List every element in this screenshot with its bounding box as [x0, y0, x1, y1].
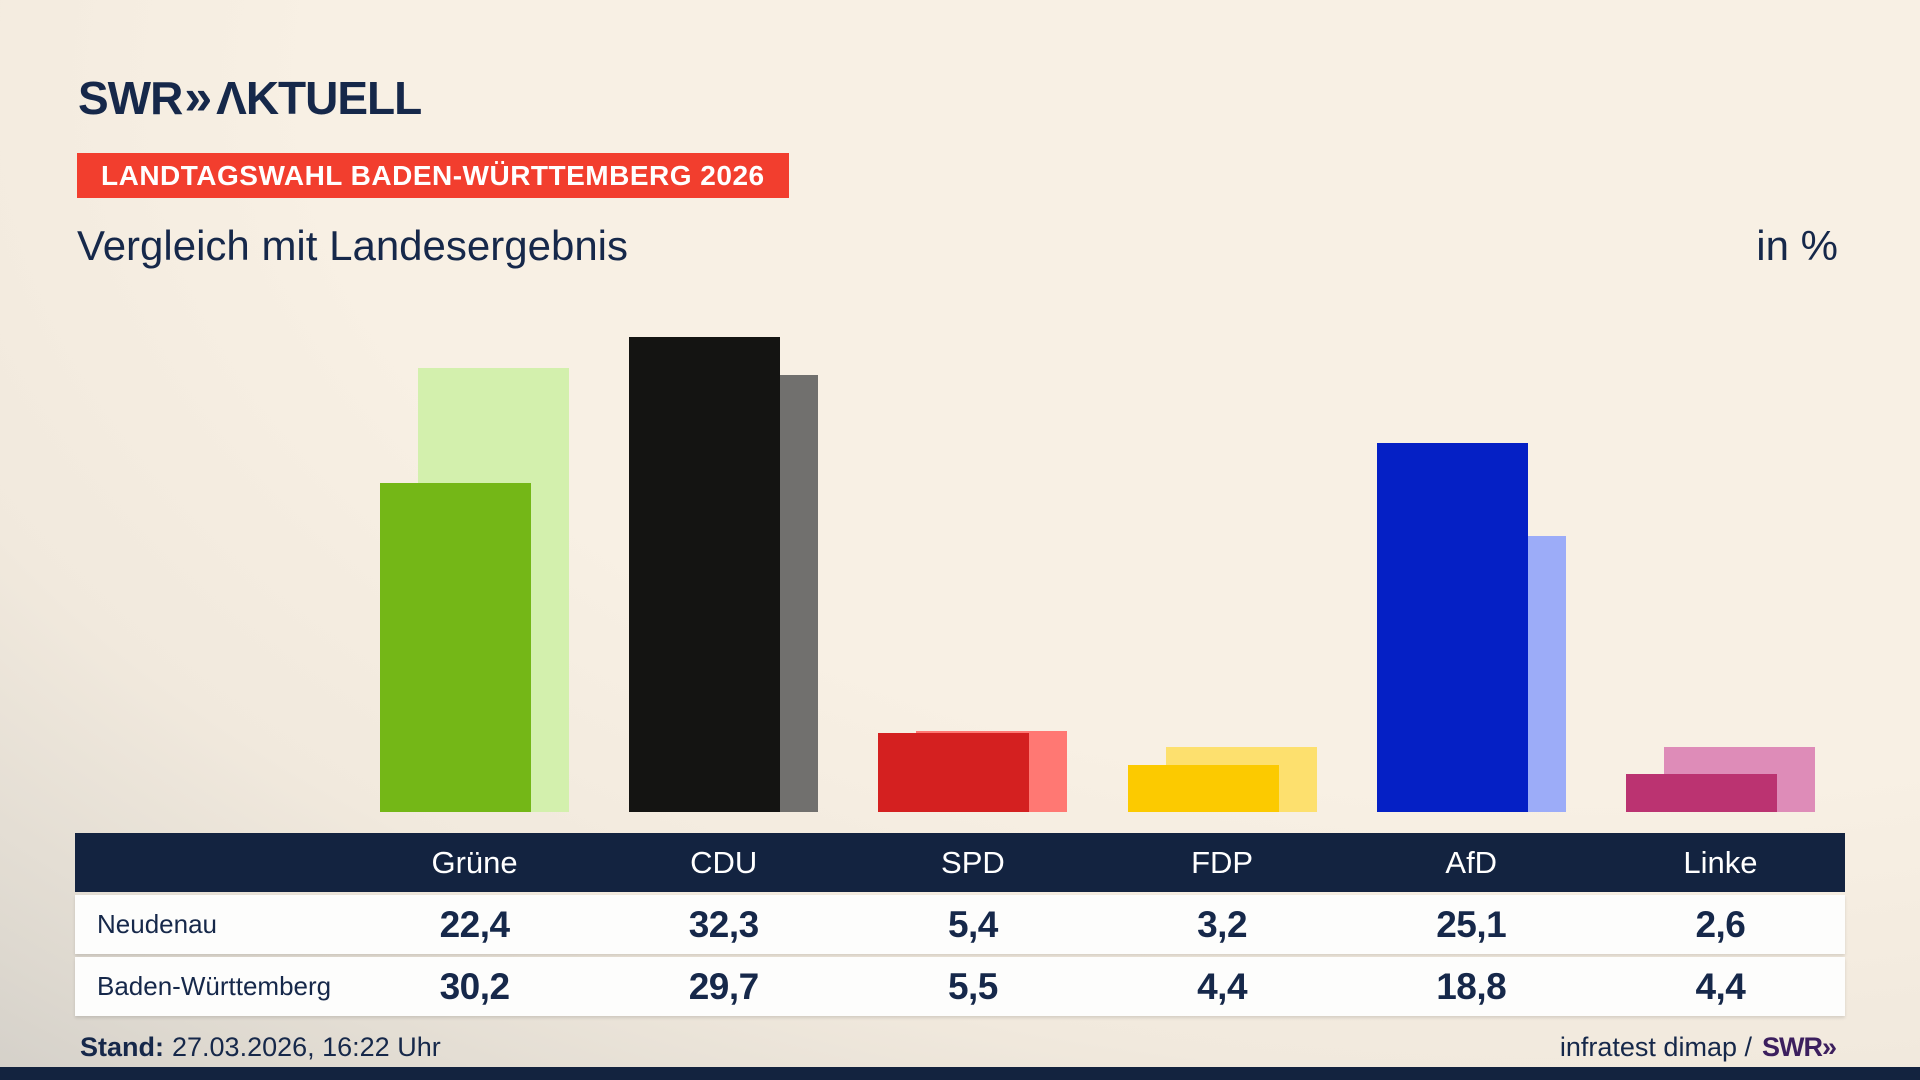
stand-label: Stand:: [80, 1032, 164, 1062]
stand-value: 27.03.2026, 16:22 Uhr: [172, 1032, 441, 1062]
column-header-gruene: Grüne: [431, 844, 518, 880]
value-baden-wuerttemberg-gruene: 30,2: [439, 965, 511, 1007]
election-badge: LANDTAGSWAHL BADEN-WÜRTTEMBERG 2026: [77, 153, 789, 198]
row-label-neudenau: Neudenau: [97, 909, 217, 939]
column-header-spd: SPD: [941, 844, 1005, 880]
column-header-afd: AfD: [1445, 844, 1498, 880]
timestamp: Stand: 27.03.2026, 16:22 Uhr: [80, 1032, 441, 1063]
column-header-cdu: CDU: [690, 844, 758, 880]
source-text: infratest dimap /: [1559, 1032, 1752, 1062]
bar-neudenau-gruene: [380, 482, 531, 812]
bar-neudenau-spd: [878, 732, 1030, 812]
value-neudenau-spd: 5,4: [947, 903, 998, 945]
value-baden-wuerttemberg-fdp: 4,4: [1197, 965, 1248, 1007]
table-row-baden-wuerttemberg: Baden-Württemberg 30,2 29,7 5,5 4,4 18,8 4,4: [75, 957, 1845, 1016]
column-header-linke: Linke: [1683, 844, 1758, 880]
value-neudenau-afd: 25,1: [1436, 903, 1507, 945]
column-header-fdp: FDP: [1191, 844, 1254, 880]
table-header-row: Grüne CDU SPD FDP AfD Linke: [75, 833, 1845, 892]
bar-neudenau-linke: [1625, 773, 1777, 812]
value-neudenau-fdp: 3,2: [1197, 903, 1248, 945]
bar-neudenau-afd: [1376, 443, 1528, 812]
value-neudenau-gruene: 22,4: [439, 903, 511, 945]
value-neudenau-linke: 2,6: [1695, 903, 1746, 945]
value-neudenau-cdu: 32,3: [688, 903, 760, 945]
table-row-neudenau: Neudenau 22,4 32,3 5,4 3,2 25,1 2,6: [75, 895, 1845, 954]
bottom-bar: [0, 1067, 1920, 1080]
value-baden-wuerttemberg-afd: 18,8: [1436, 965, 1507, 1007]
logo-swr-text: SWR: [78, 72, 183, 124]
chart-title: Vergleich mit Landesergebnis: [77, 222, 629, 269]
unit-label: in %: [1756, 222, 1838, 269]
swr-aktuell-logo: SWR» ΛKTUELL: [78, 68, 422, 126]
logo-aktuell-text: ΛKTUELL: [216, 72, 422, 124]
source-credit: infratest dimap / SWR»: [1559, 1032, 1837, 1063]
bar-neudenau-fdp: [1127, 764, 1279, 812]
bar-neudenau-cdu: [629, 337, 781, 812]
value-baden-wuerttemberg-linke: 4,4: [1695, 965, 1746, 1007]
row-label-baden-wuerttemberg: Baden-Württemberg: [97, 971, 332, 1001]
value-baden-wuerttemberg-spd: 5,5: [947, 965, 998, 1007]
value-baden-wuerttemberg-cdu: 29,7: [688, 965, 760, 1007]
source-swr-brand: SWR»: [1761, 1032, 1837, 1062]
